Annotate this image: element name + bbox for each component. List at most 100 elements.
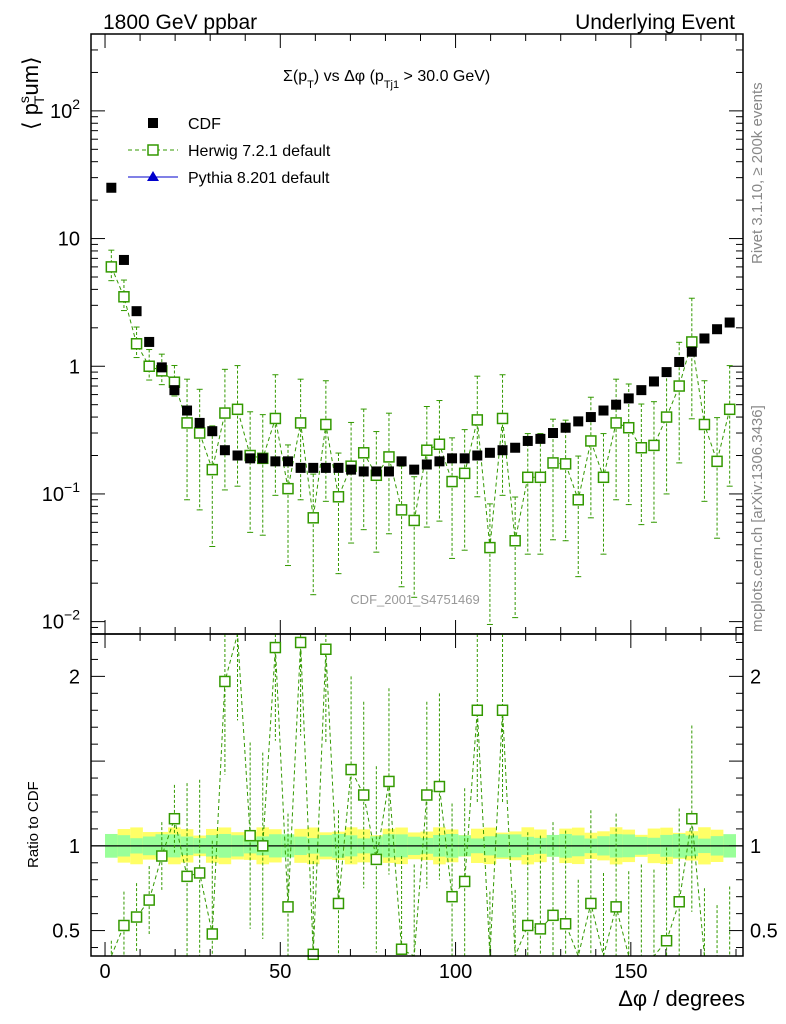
x-label-symbol: Δφ	[618, 986, 647, 1011]
cdf-point	[560, 422, 571, 433]
main-y-tick-label: 10	[58, 229, 80, 251]
herwig-point	[320, 418, 332, 431]
main-y-tick-label-exp: −2	[64, 607, 80, 623]
herwig-point	[193, 427, 206, 439]
cdf-point	[712, 324, 723, 335]
ratio-point	[433, 780, 446, 793]
cdf-point	[598, 405, 609, 416]
legend-pythia-marker	[147, 171, 159, 181]
herwig-point	[471, 414, 484, 426]
herwig-point	[357, 447, 370, 459]
ratio-point	[421, 789, 433, 801]
cdf-point	[434, 456, 445, 467]
cdf-point	[169, 385, 180, 396]
ratio-point	[395, 943, 408, 955]
cdf-point	[472, 450, 483, 461]
herwig-point	[597, 471, 610, 484]
herwig-point	[118, 291, 130, 303]
ratio-point	[156, 850, 168, 862]
herwig-point	[484, 541, 496, 554]
ratio-frame	[90, 633, 744, 957]
ratio-point	[345, 763, 357, 776]
cdf-point	[623, 393, 634, 404]
legend-herwig-label: Herwig 7.2.1 default	[188, 143, 331, 160]
herwig-point	[206, 463, 219, 476]
ratio-point	[357, 789, 370, 801]
plot-title-mid: ) vs Δφ (p	[314, 68, 384, 85]
cdf-point	[686, 346, 697, 357]
main-y-tick-label-base: 1	[69, 356, 80, 378]
cdf-point	[320, 462, 331, 473]
cdf-point	[484, 447, 495, 458]
ratio-point	[458, 875, 471, 888]
header-left: 1800 GeV ppbar	[103, 11, 257, 34]
cdf-point	[245, 453, 256, 464]
cdf-point	[118, 254, 129, 265]
ratio-point	[193, 867, 206, 879]
ratio-point	[522, 919, 534, 932]
ratio-point	[496, 704, 509, 717]
ratio-point	[206, 928, 219, 940]
ratio-point	[673, 896, 685, 908]
herwig-point	[534, 471, 547, 484]
cdf-point	[219, 445, 230, 456]
herwig-point	[219, 407, 231, 419]
herwig-point	[698, 418, 711, 431]
cdf-point	[447, 453, 458, 464]
ratio-y-tick-label-right: 2	[750, 666, 761, 688]
herwig-point	[105, 261, 118, 273]
ratio-y-ticks	[91, 641, 743, 949]
herwig-point	[686, 336, 698, 348]
cdf-point	[497, 445, 508, 456]
main-y-tick-label: 1	[69, 356, 80, 378]
herwig-point	[307, 512, 319, 524]
main-y-tick-label: 102	[50, 96, 80, 123]
ratio-y-tick-label-right: 1	[750, 836, 761, 858]
ratio-point	[320, 643, 332, 656]
cdf-point	[346, 464, 357, 475]
legend-cdf-marker	[148, 118, 158, 128]
ratio-y-tick-label-right: 0.5	[750, 921, 778, 943]
cdf-point	[409, 464, 420, 475]
legend-pythia-label: Pythia 8.201 default	[188, 170, 330, 187]
herwig-point	[282, 482, 294, 495]
cdf-point	[421, 459, 432, 470]
herwig-point	[635, 442, 648, 454]
ratio-point	[118, 919, 130, 932]
herwig-point	[421, 444, 433, 456]
cdf-point	[573, 416, 584, 427]
herwig-point	[446, 475, 458, 488]
x-tick-label: 100	[439, 961, 472, 983]
cdf-point	[636, 385, 647, 396]
ratio-point	[547, 909, 559, 922]
cdf-point	[270, 456, 281, 467]
herwig-point	[269, 412, 282, 425]
plot-title-end: > 30.0 GeV)	[399, 68, 490, 85]
y-label-open: ⟨ p	[18, 103, 43, 130]
herwig-point	[622, 421, 635, 434]
ratio-point	[168, 812, 181, 825]
y-label-sub: T	[31, 95, 47, 104]
cdf-point	[358, 466, 369, 477]
main-y-tick-label: 10−1	[42, 479, 80, 506]
cdf-point	[383, 466, 394, 477]
herwig-point	[496, 412, 509, 425]
ratio-point	[383, 775, 395, 788]
ratio-y-tick-label: 0.5	[52, 921, 80, 943]
ratio-point	[257, 840, 269, 852]
ratio-point	[244, 829, 256, 842]
header-right: Underlying Event	[575, 11, 735, 34]
cdf-point	[232, 450, 243, 461]
herwig-point	[660, 411, 673, 423]
herwig-point	[547, 457, 559, 469]
herwig-point	[231, 403, 244, 416]
herwig-point	[332, 491, 345, 503]
y-label-sup: s	[16, 96, 32, 103]
ratio-point	[686, 812, 698, 825]
ratio-point	[282, 901, 294, 913]
ratio-y-tick-label: 2	[69, 666, 80, 688]
ratio-point	[269, 641, 282, 654]
